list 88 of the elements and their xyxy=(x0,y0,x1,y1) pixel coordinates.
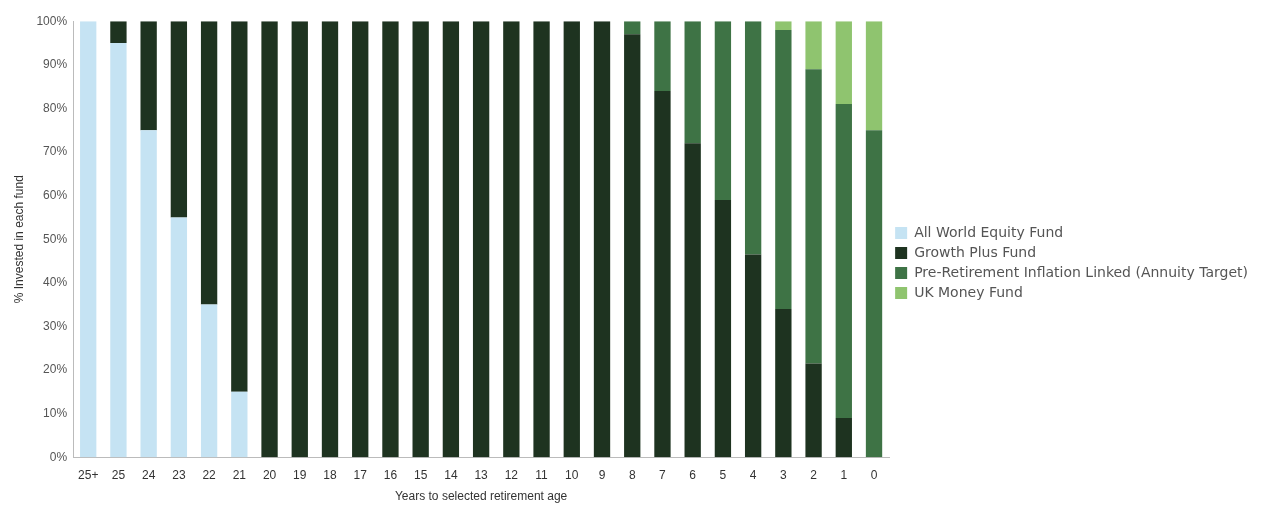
x-tick-label: 7 xyxy=(659,467,667,482)
x-tick-label: 20 xyxy=(262,467,277,482)
bar xyxy=(775,308,792,458)
bar xyxy=(261,21,278,458)
x-tick-label: 16 xyxy=(383,467,398,482)
y-tick-label: 20% xyxy=(43,362,68,377)
y-tick-label: 80% xyxy=(43,100,68,115)
bar xyxy=(563,21,580,458)
x-tick-label: 19 xyxy=(293,467,307,482)
y-tick-label: 30% xyxy=(43,318,68,333)
bar xyxy=(714,21,732,200)
x-tick-label: 9 xyxy=(598,467,606,482)
bar xyxy=(291,21,308,458)
bar xyxy=(200,304,218,458)
bar xyxy=(805,363,822,458)
x-tick-label: 13 xyxy=(474,467,489,482)
x-tick-label: 4 xyxy=(749,467,757,482)
x-tick-label: 1 xyxy=(840,467,848,482)
y-axis-title: % Invested in each fund xyxy=(11,175,26,304)
x-tick-label: 17 xyxy=(353,467,368,482)
bar xyxy=(352,21,369,458)
legend-label: Growth Plus Fund xyxy=(914,243,1037,260)
y-tick-label: 100% xyxy=(36,13,68,28)
bar xyxy=(412,21,429,458)
bar xyxy=(442,21,460,458)
y-tick-label: 70% xyxy=(43,144,68,159)
y-tick-label: 0% xyxy=(49,449,68,464)
legend-label: UK Money Fund xyxy=(914,283,1023,300)
bar xyxy=(775,21,792,30)
x-tick-label: 25 xyxy=(111,467,126,482)
bar xyxy=(110,43,127,458)
x-tick-label: 3 xyxy=(780,467,788,482)
bar xyxy=(533,21,550,458)
bar xyxy=(593,21,611,458)
x-tick-label: 21 xyxy=(232,467,247,482)
bar xyxy=(744,21,762,255)
x-tick-label: 11 xyxy=(535,467,549,482)
x-tick-label: 8 xyxy=(628,467,636,482)
x-axis-title: Years to selected retirement age xyxy=(394,489,568,504)
bar xyxy=(140,21,157,131)
bar xyxy=(231,391,248,458)
y-tick-label: 10% xyxy=(43,405,68,420)
x-tick-label: 5 xyxy=(719,467,727,482)
bar xyxy=(835,417,852,458)
bar xyxy=(744,254,762,458)
x-tick-label: 6 xyxy=(689,467,697,482)
x-tick-label: 10 xyxy=(565,467,579,482)
bar xyxy=(624,21,641,35)
bar xyxy=(775,29,792,309)
bar xyxy=(80,21,97,458)
x-tick-label: 18 xyxy=(323,467,337,482)
x-tick-label: 14 xyxy=(444,467,458,482)
y-tick-label: 40% xyxy=(43,275,68,290)
bar xyxy=(170,21,188,218)
bar xyxy=(714,199,732,458)
bar xyxy=(684,21,701,144)
bar xyxy=(654,90,671,458)
x-tick-label: 23 xyxy=(172,467,186,482)
bar xyxy=(835,104,852,418)
bar xyxy=(231,21,248,392)
bar xyxy=(624,34,641,458)
bar xyxy=(805,69,822,364)
x-tick-label: 2 xyxy=(810,467,818,482)
bar xyxy=(382,21,399,458)
bar xyxy=(321,21,339,458)
bar xyxy=(140,130,157,458)
x-tick-label: 25+ xyxy=(78,467,99,482)
bar xyxy=(110,21,127,43)
bar xyxy=(684,143,701,458)
bar xyxy=(865,21,883,131)
bar xyxy=(654,21,671,91)
x-tick-label: 22 xyxy=(202,467,217,482)
y-tick-label: 90% xyxy=(43,57,68,72)
x-tick-label: 0 xyxy=(870,467,878,482)
bar xyxy=(805,21,822,70)
x-tick-label: 15 xyxy=(413,467,428,482)
bar xyxy=(503,21,520,458)
bar xyxy=(200,21,218,305)
bar xyxy=(835,21,852,105)
legend-label: All World Equity Fund xyxy=(914,223,1064,240)
legend-label: Pre-Retirement Inflation Linked (Annuity Target) xyxy=(914,263,1249,280)
bar xyxy=(170,217,188,458)
bar xyxy=(865,130,883,458)
x-tick-label: 24 xyxy=(141,467,156,482)
bar xyxy=(472,21,490,458)
x-tick-label: 12 xyxy=(504,467,519,482)
y-tick-label: 60% xyxy=(43,187,68,202)
y-tick-label: 50% xyxy=(43,231,68,246)
